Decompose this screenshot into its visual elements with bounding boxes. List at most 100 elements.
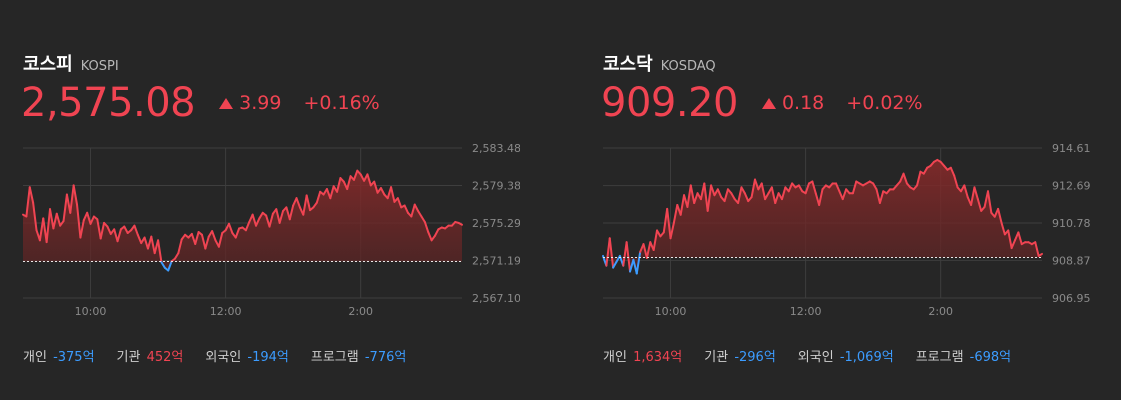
series-line-segment — [217, 231, 224, 248]
kospi-code: KOSPI — [80, 59, 119, 74]
series-line-segment — [194, 231, 200, 245]
series-line-segment — [32, 201, 38, 232]
series-line-segment — [157, 239, 163, 264]
series-line-segment — [211, 230, 217, 242]
series-line-segment — [716, 188, 723, 199]
kosdaq-investors: 개인 1,634억 기관 -296억 외국인 -1,069억 프로그램 -698… — [603, 346, 1033, 365]
series-line-segment — [305, 194, 312, 212]
series-line-segment — [669, 221, 675, 240]
series-line-segment — [346, 175, 352, 191]
series-line-segment — [737, 186, 743, 205]
series-line-segment — [787, 182, 794, 193]
series-line-segment — [997, 207, 1003, 224]
series-line-segment — [99, 221, 106, 240]
series-line-segment — [760, 182, 767, 201]
series-line-segment — [150, 235, 156, 255]
series-line-segment — [635, 250, 642, 275]
series-line-segment — [922, 166, 929, 175]
series-line-segment — [96, 218, 102, 240]
series-line-segment — [410, 203, 416, 218]
series-line-segment — [1034, 241, 1040, 257]
series-line-segment — [234, 227, 241, 239]
series-line-segment — [770, 186, 777, 205]
series-line-segment — [970, 186, 976, 206]
series-line-segment — [295, 197, 301, 209]
kosdaq-code: KOSDAQ — [660, 59, 716, 74]
series-line-segment — [743, 192, 750, 203]
series-line-segment — [916, 170, 922, 187]
series-line-segment — [167, 260, 173, 272]
series-line-segment — [79, 219, 85, 239]
kospi-chart[interactable]: 2,583.48 2,579.38 2,575.29 2,571.19 2,567.10… — [0, 140, 520, 320]
investor-item: 외국인 -194억 — [205, 350, 289, 365]
series-line-segment — [835, 182, 841, 193]
series-line-segment — [963, 184, 969, 199]
series-line-segment — [403, 204, 409, 214]
series-line-segment — [366, 173, 372, 187]
series-line-segment — [1010, 239, 1016, 250]
series-line-segment — [986, 190, 993, 214]
series-line-segment — [878, 190, 885, 205]
series-line-segment — [62, 193, 68, 223]
series-line-segment — [38, 217, 45, 242]
series-line-segment — [851, 180, 858, 195]
y-tick-label: 2,583.48 — [472, 142, 520, 155]
series-line-segment — [652, 229, 659, 252]
series-line-segment — [433, 228, 440, 237]
x-tick-label: 12:00 — [210, 305, 242, 318]
series-line-segment — [25, 186, 31, 218]
series-line-segment — [177, 238, 183, 255]
series-line-segment — [730, 192, 736, 201]
series-line-segment — [797, 184, 804, 193]
series-line-segment — [872, 182, 878, 191]
series-line-segment — [278, 210, 285, 224]
series-line-segment — [841, 188, 848, 201]
series-line-segment — [390, 186, 396, 203]
series-line-segment — [605, 237, 611, 267]
series-line-segment — [258, 211, 264, 220]
kosdaq-panel[interactable]: 코스닥 KOSDAQ 909.20 0.18 +0.02% 914.61 912.… — [580, 0, 1100, 400]
series-line-segment — [255, 217, 261, 227]
x-tick-label: 12:00 — [790, 305, 822, 318]
series-line-segment — [45, 208, 52, 244]
series-line-segment — [116, 228, 122, 243]
x-tick-label: 10:00 — [655, 305, 687, 318]
series-line-segment — [133, 224, 139, 236]
series-line-segment — [706, 184, 713, 212]
series-line-segment — [251, 213, 258, 227]
x-tick-label: 2:00 — [348, 305, 373, 318]
series-line-segment — [693, 192, 699, 205]
series-line-segment — [723, 188, 729, 203]
kosdaq-chart[interactable]: 914.61 912.69 910.78 908.87 906.95 10:00 12:00… — [580, 140, 1100, 320]
series-line-segment — [420, 215, 426, 223]
series-line-segment — [76, 203, 82, 239]
series-line-segment — [28, 186, 35, 204]
series-line-segment — [1000, 221, 1006, 236]
series-line-segment — [804, 182, 810, 195]
series-line-segment — [143, 236, 149, 250]
series-line-segment — [285, 206, 291, 221]
y-tick-label: 2,567.10 — [472, 292, 520, 305]
series-line-segment — [774, 192, 780, 205]
series-line-segment — [69, 184, 75, 214]
kospi-panel[interactable]: 코스피 KOSPI 2,575.08 3.99 +0.16% 2,583.48 2… — [0, 0, 520, 400]
series-line-segment — [710, 184, 716, 197]
series-line-segment — [740, 186, 746, 195]
series-line-segment — [136, 233, 143, 245]
series-line-segment — [753, 178, 760, 191]
y-tick-label: 914.61 — [1052, 142, 1091, 155]
kosdaq-title: 코스닥 KOSDAQ — [603, 50, 716, 75]
series-line-segment — [750, 178, 756, 199]
series-line-segment — [642, 243, 648, 259]
series-line-segment — [672, 203, 679, 224]
series-line-segment — [818, 188, 824, 206]
series-line-segment — [662, 207, 669, 234]
investor-item: 기관 -296억 — [704, 350, 776, 365]
series-line-segment — [902, 172, 908, 185]
investor-item: 프로그램 -776억 — [310, 350, 407, 365]
series-line-segment — [780, 186, 787, 201]
x-tick-label: 2:00 — [928, 305, 953, 318]
x-tick-label: 10:00 — [75, 305, 107, 318]
series-line-segment — [160, 261, 166, 269]
investor-item: 개인 1,634억 — [603, 350, 683, 365]
